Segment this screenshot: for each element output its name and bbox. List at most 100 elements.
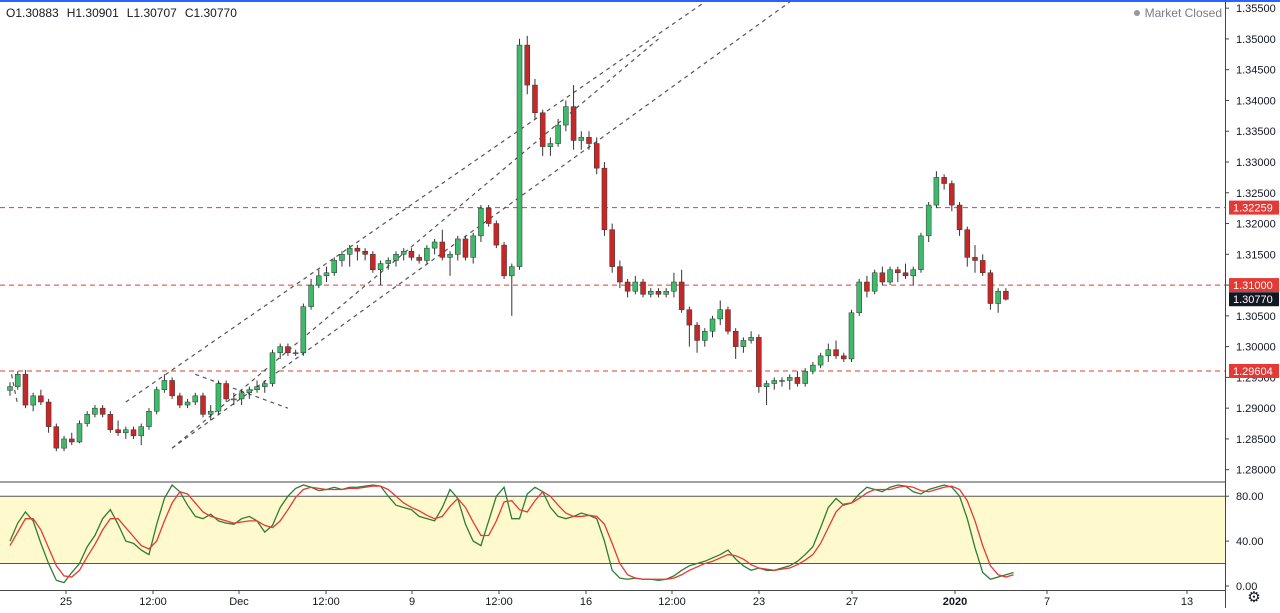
candle-body <box>756 337 762 387</box>
candle-body <box>532 84 538 114</box>
oscillator-tick-label: 80.00 <box>1236 491 1264 503</box>
price-tick-label: 1.28000 <box>1236 465 1276 477</box>
candle-body <box>300 306 307 354</box>
price-label-box <box>1229 278 1279 293</box>
candle-body <box>462 238 469 258</box>
candle-body <box>84 414 90 424</box>
gear-icon[interactable]: ⚙ <box>1247 589 1261 606</box>
price-tick-label: 1.30000 <box>1236 342 1276 354</box>
candle-body <box>516 44 523 267</box>
candle-body <box>254 386 260 390</box>
candle-body <box>902 272 909 277</box>
candle-body <box>323 272 330 277</box>
time-tick-label: 16 <box>580 596 592 608</box>
price-tick-label: 1.35500 <box>1236 3 1276 15</box>
candle-body <box>501 244 507 277</box>
candle-body <box>393 254 399 261</box>
candle-body <box>53 426 60 449</box>
time-tick-label: 9 <box>409 596 415 608</box>
candle-body <box>678 281 685 310</box>
candle-body <box>593 143 600 169</box>
candle-body <box>478 207 484 237</box>
candle-body <box>725 309 731 332</box>
oscillator-tick-label: 40.00 <box>1236 536 1264 548</box>
price-tick-label: 1.34500 <box>1236 65 1276 77</box>
candle-body <box>563 106 569 126</box>
candle-body <box>570 106 577 141</box>
candle-body <box>377 263 384 270</box>
candle-body <box>184 401 191 406</box>
candle-body <box>848 312 855 360</box>
candle-body <box>779 380 785 382</box>
candle-body <box>339 254 345 261</box>
candle-body <box>879 272 886 283</box>
candle-body <box>200 395 206 415</box>
candle-body <box>76 423 83 443</box>
candle-body <box>817 355 824 366</box>
candle-body <box>30 395 36 406</box>
candle-body <box>663 290 669 295</box>
candle-body <box>964 229 971 258</box>
candle-body <box>547 143 554 147</box>
time-tick-label: 13 <box>1181 596 1193 608</box>
candle-body <box>539 112 546 147</box>
time-tick-label: 12:00 <box>139 596 167 608</box>
candle-body <box>717 309 723 320</box>
candle-body <box>609 229 615 267</box>
candle-body <box>864 281 870 292</box>
candle-body <box>887 269 893 283</box>
candle-body <box>22 374 29 406</box>
candle-body <box>346 247 353 255</box>
candle-body <box>586 137 592 144</box>
candle-body <box>640 281 646 295</box>
candle-body <box>99 407 106 415</box>
candle-body <box>485 207 492 224</box>
candle-body <box>316 275 322 286</box>
candle-body <box>262 383 268 387</box>
price-tick-label: 1.33500 <box>1236 126 1276 138</box>
price-tick-label: 1.29000 <box>1236 403 1276 415</box>
candle-body <box>153 389 160 412</box>
candle-body <box>269 352 276 384</box>
candle-body <box>771 380 778 384</box>
candle-body <box>841 355 847 360</box>
candle-body <box>786 377 793 381</box>
oscillator-tick-label: 0.00 <box>1236 581 1257 593</box>
candle-body <box>987 272 994 304</box>
ohlc-low: L1.30707 <box>126 6 177 20</box>
time-tick-label: Dec <box>229 596 249 608</box>
time-tick-label: 27 <box>846 596 858 608</box>
candle-body <box>709 318 716 332</box>
candle-body <box>38 395 44 403</box>
candle-body <box>655 290 662 295</box>
candle-body <box>949 183 955 206</box>
candle-body <box>694 324 700 341</box>
candle-body <box>169 380 175 397</box>
candle-body <box>686 309 693 326</box>
candle-body <box>810 364 816 372</box>
candle-body <box>354 247 361 252</box>
price-tick-label: 1.30500 <box>1236 311 1276 323</box>
ohlc-high: H1.30901 <box>66 6 119 20</box>
candle-body <box>424 247 430 261</box>
candle-body <box>833 349 839 357</box>
price-tick-label: 1.31500 <box>1236 249 1276 261</box>
candle-body <box>192 395 199 403</box>
candle-body <box>292 352 299 355</box>
candle-body <box>14 374 21 387</box>
time-tick-label: 12:00 <box>485 596 513 608</box>
candle-body <box>763 383 770 387</box>
candle-body <box>431 241 438 249</box>
candle-body <box>509 266 515 277</box>
candle-body <box>130 429 137 437</box>
candle-body <box>61 438 67 449</box>
candle-body <box>177 395 183 406</box>
price-tick-label: 1.34000 <box>1236 95 1276 107</box>
candle-body <box>933 177 940 206</box>
oscillator-k-line <box>9 483 1014 584</box>
candle-body <box>416 257 422 261</box>
candle-body <box>439 241 446 258</box>
candle-body <box>470 235 476 258</box>
